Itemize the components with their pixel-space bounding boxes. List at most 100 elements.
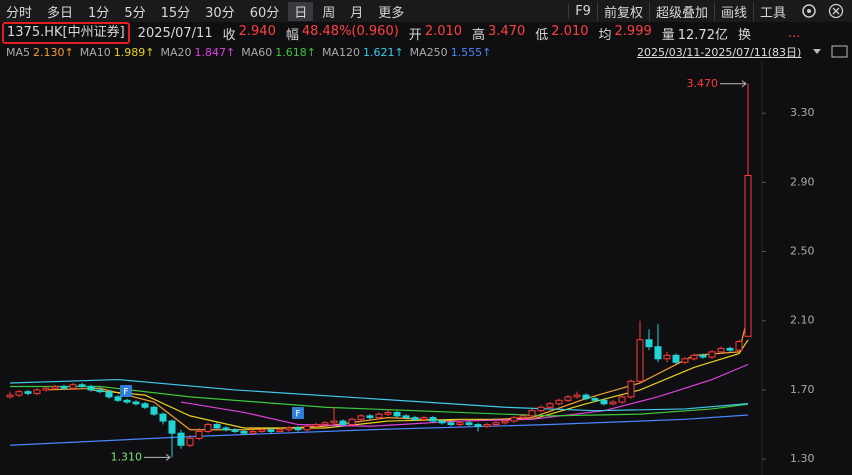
- candle-body: [6, 394, 14, 398]
- field-value: 2.010: [424, 23, 463, 39]
- candle-body: [672, 354, 680, 363]
- candle-body: [33, 389, 41, 394]
- period-tab[interactable]: 5分: [124, 5, 146, 21]
- candle-body: [366, 415, 374, 419]
- field-label: 高: [472, 27, 486, 43]
- tool-button[interactable]: 前复权: [596, 1, 649, 21]
- candle-body: [411, 417, 419, 420]
- period-tab[interactable]: 30分: [205, 5, 235, 21]
- field-label: 幅: [285, 27, 299, 43]
- candle-body: [420, 417, 428, 420]
- candle-body: [456, 422, 464, 426]
- candle-body: [231, 429, 239, 432]
- toolbar: 分时 多日 1分 5分 15分 30分 60分日周月更多 F9 前复权 超级叠加 画线 工具: [0, 0, 852, 22]
- candle-body: [375, 413, 383, 419]
- settings-icon[interactable]: [802, 4, 816, 18]
- ma-value: 1.555↑: [450, 45, 492, 59]
- candle-body: [609, 401, 617, 405]
- candle-body: [96, 389, 104, 393]
- period-tab[interactable]: 60分: [249, 5, 280, 21]
- candle-body: [222, 427, 230, 431]
- field-value: 2.999: [614, 23, 652, 39]
- ma-line: [10, 385, 749, 417]
- close-icon-cross: [832, 7, 840, 15]
- ma-line: [45, 315, 749, 431]
- candle-body: [249, 430, 257, 434]
- candle-body: [51, 385, 59, 389]
- date-range[interactable]: 2025/03/11-2025/07/11(83日): [637, 46, 802, 59]
- dropdown-icon[interactable]: [813, 49, 821, 54]
- candle-body: [618, 396, 626, 403]
- period-tab[interactable]: 月: [350, 5, 364, 21]
- field-value: 3.470: [488, 23, 526, 39]
- period-tab[interactable]: 更多: [378, 5, 405, 21]
- candle-body: [213, 424, 221, 429]
- candle-body: [384, 411, 392, 415]
- ma-line: [9, 414, 749, 446]
- annotation-label: 1.310: [111, 450, 143, 463]
- tool-button[interactable]: 工具: [752, 1, 792, 21]
- field-label: 均: [598, 27, 612, 43]
- candle-body: [87, 385, 95, 391]
- ma-value: 1.847↑: [194, 45, 236, 59]
- period-tabs: 分时 多日 1分 5分 15分 30分 60分日周月更多: [0, 1, 413, 21]
- candle-body: [195, 430, 203, 439]
- candle-body: [564, 396, 572, 401]
- candle-body: [159, 413, 167, 422]
- candle-body: [258, 429, 266, 432]
- candle-body: [78, 384, 86, 387]
- field-label: 换: [737, 27, 751, 43]
- tool-button[interactable]: F9: [568, 3, 597, 19]
- candle-body: [582, 394, 590, 400]
- more-button[interactable]: ...: [788, 25, 801, 41]
- ma-name: MA20: [160, 45, 192, 59]
- event-marker-label: F: [123, 388, 128, 398]
- candle-body: [42, 387, 50, 391]
- symbol[interactable]: 1375.HK[中州证券]: [2, 22, 130, 44]
- ma-value: 1.989↑: [113, 45, 155, 59]
- settings-icon-center: [807, 9, 811, 13]
- field-label: 收: [222, 27, 236, 43]
- candle-body: [402, 415, 410, 419]
- close-icon[interactable]: [828, 3, 844, 19]
- ma-value: 1.618↑: [275, 45, 316, 59]
- candle-body: [285, 427, 293, 431]
- candle-body: [735, 340, 743, 351]
- candle-body: [555, 399, 563, 405]
- period-tab[interactable]: 周: [322, 5, 336, 21]
- y-tick-label: 1.70: [790, 383, 815, 396]
- candle-body: [573, 394, 581, 398]
- candle-body: [537, 406, 545, 412]
- ma-name: MA5: [6, 45, 31, 59]
- period-tab[interactable]: 15分: [160, 5, 191, 21]
- candle-body: [303, 425, 311, 431]
- annotation-arrowhead: [165, 453, 171, 461]
- ma-legend: MA5 2.130↑ MA10 1.989↑ MA20 1.847↑ MA60 1.618↑ M…: [0, 44, 852, 60]
- candle-body: [447, 422, 455, 426]
- period-tab[interactable]: 1分: [88, 5, 110, 21]
- field-value: 2.940: [238, 23, 276, 39]
- ma-line: [90, 339, 749, 429]
- candle-body: [240, 430, 248, 434]
- candle-body: [600, 399, 608, 405]
- tool-button[interactable]: 画线: [713, 1, 753, 21]
- candle-body: [699, 354, 707, 358]
- legend-icons: [813, 45, 848, 58]
- field-label: 开: [408, 27, 422, 43]
- candle-body: [312, 424, 320, 427]
- period-tab[interactable]: 多日: [47, 5, 74, 21]
- quote-date: 2025/07/11: [137, 25, 213, 41]
- candle-body: [726, 347, 734, 351]
- candle-body: [114, 396, 122, 401]
- candle-body: [510, 417, 518, 422]
- candle-body: [141, 403, 149, 408]
- candle-body: [294, 427, 302, 431]
- y-tick-label: 2.10: [790, 314, 815, 327]
- ma-value: 1.621↑: [362, 45, 404, 59]
- tool-button[interactable]: 超级叠加: [648, 1, 714, 21]
- period-tab[interactable]: 分时: [6, 5, 33, 21]
- window-icon[interactable]: [831, 45, 848, 58]
- toolbar-icons: [802, 3, 844, 19]
- period-tab[interactable]: 日: [288, 1, 314, 21]
- candle-body: [492, 422, 500, 426]
